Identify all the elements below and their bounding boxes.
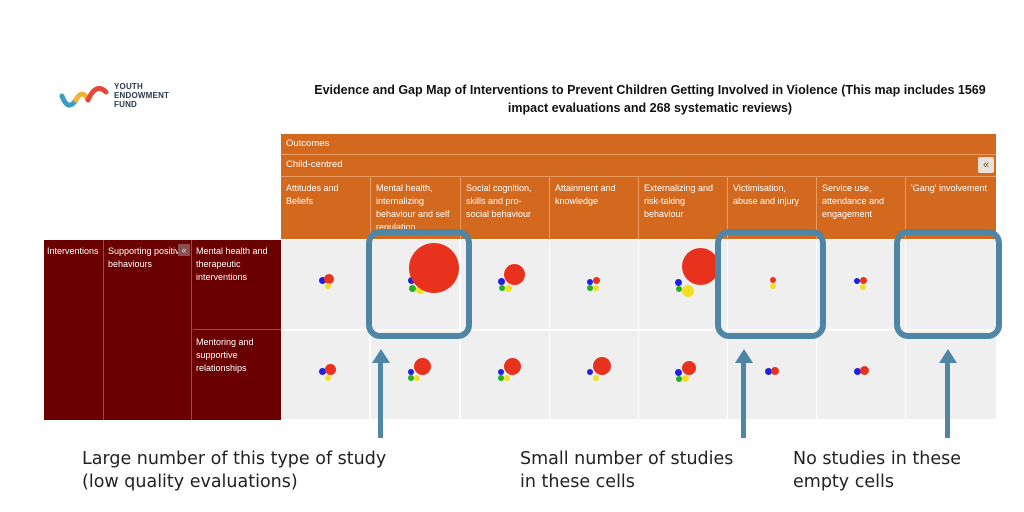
child-centred-label: Child-centred (286, 159, 343, 170)
logo-wordmark: YOUTH ENDOWMENT FUND (114, 82, 169, 109)
column-header-externalizing[interactable]: Externalizing and risk-taking behaviour (638, 177, 727, 239)
dot-yellow (505, 285, 512, 292)
dot-yellow (416, 286, 424, 294)
caption-small-studies: Small number of studies in these cells (520, 449, 734, 492)
yef-logo: YOUTH ENDOWMENT FUND (58, 78, 188, 122)
cell-r1-c7[interactable] (817, 240, 905, 329)
category-collapse-icon[interactable]: « (178, 244, 190, 256)
dot-green (676, 376, 682, 382)
cell-r1-c1[interactable] (281, 240, 369, 329)
arrow-shaft (741, 362, 746, 438)
callout-box-small-studies (715, 229, 826, 339)
cell-r1-c6[interactable] (728, 240, 816, 329)
cell-r1-c5[interactable] (639, 240, 727, 329)
dot-red (414, 358, 431, 375)
dot-blue (498, 278, 505, 285)
cell-r1-c8[interactable] (906, 240, 996, 329)
dot-blue (319, 277, 326, 284)
logo-mark (59, 85, 109, 108)
column-header-attainment[interactable]: Attainment and knowledge (549, 177, 638, 239)
dot-yellow (860, 284, 866, 290)
category-supporting-positive-behaviours[interactable]: Supporting positive behaviours (105, 240, 192, 420)
callout-box-no-studies (894, 229, 1002, 339)
dot-blue (587, 279, 593, 285)
dot-red (860, 366, 869, 375)
arrow-shaft (378, 362, 383, 438)
dot-yellow (593, 285, 599, 291)
dot-blue (854, 368, 861, 375)
cell-r2-c1[interactable] (281, 331, 369, 419)
cell-r2-c5[interactable] (639, 331, 727, 419)
map-title: Evidence and Gap Map of Interventions to… (314, 83, 986, 115)
dot-yellow (770, 283, 776, 289)
cell-r2-c2[interactable] (371, 331, 459, 419)
dot-green (587, 285, 593, 291)
collapse-icon[interactable]: « (978, 157, 994, 173)
dot-blue (408, 369, 414, 375)
dot-red (593, 357, 611, 375)
category-label: Supporting positive behaviours (108, 246, 185, 269)
dot-yellow (414, 375, 420, 381)
dot-red (771, 367, 779, 375)
dot-yellow (682, 375, 689, 382)
caption-large-studies: Large number of this type of study (low … (82, 449, 387, 492)
column-header-mental-health[interactable]: Mental health, internalizing behaviour a… (370, 177, 460, 239)
cell-r2-c3[interactable] (461, 331, 549, 419)
caption-no-studies: No studies in these empty cells (793, 449, 961, 492)
dot-green (409, 285, 416, 292)
cell-r2-c4[interactable] (550, 331, 638, 419)
dot-red (325, 364, 336, 375)
dot-red (504, 358, 521, 375)
cell-r2-c7[interactable] (817, 331, 905, 419)
interventions-label: Interventions (44, 240, 104, 420)
dot-red (860, 277, 867, 284)
dot-red (682, 248, 719, 285)
arrow-up-icon (372, 349, 390, 363)
outcomes-header: Outcomes (281, 134, 996, 155)
outcomes-label: Outcomes (286, 138, 330, 149)
column-header-service-use[interactable]: Service use, attendance and engagement (816, 177, 905, 239)
dot-blue (319, 368, 326, 375)
callout-box-large-studies (366, 229, 472, 339)
column-header-victimisation[interactable]: Victimisation, abuse and injury (727, 177, 816, 239)
arrow-shaft (945, 362, 950, 438)
dot-blue (675, 369, 682, 376)
row-label-mentoring[interactable]: Mentoring and supportive relationships (193, 331, 281, 420)
dot-blue (498, 369, 504, 375)
arrow-up-icon (735, 349, 753, 363)
dot-yellow (593, 375, 599, 381)
dot-green (498, 375, 504, 381)
dot-blue (854, 278, 860, 284)
dot-blue (765, 368, 772, 375)
arrow-up-icon (939, 349, 957, 363)
dot-red (770, 277, 776, 283)
cell-r2-c8[interactable] (906, 331, 996, 419)
column-header-attitudes[interactable]: Attitudes and Beliefs (281, 177, 370, 239)
dot-yellow (325, 375, 331, 381)
row-label-mental-health[interactable]: Mental health and therapeutic interventi… (193, 240, 281, 330)
column-header-gang[interactable]: 'Gang' involvement (905, 177, 996, 239)
dot-yellow (325, 283, 331, 289)
dot-yellow (682, 285, 694, 297)
column-header-social-cognition[interactable]: Social cognition, skills and pro-social … (460, 177, 549, 239)
dot-yellow (504, 375, 510, 381)
dot-red (593, 277, 600, 284)
dot-green (408, 375, 414, 381)
logo-line-3: FUND (114, 100, 138, 109)
logo-line-2: ENDOWMENT (114, 91, 170, 100)
dot-green (499, 285, 505, 291)
dot-red (682, 361, 696, 375)
dot-blue (587, 369, 593, 375)
dot-red (409, 243, 459, 293)
dot-red (504, 264, 525, 285)
cell-r1-c4[interactable] (550, 240, 638, 329)
cell-r1-c2[interactable] (371, 240, 459, 329)
cell-r1-c3[interactable] (461, 240, 549, 329)
child-centred-header: Child-centred « (281, 155, 996, 177)
dot-blue (675, 279, 682, 286)
dot-red (324, 274, 334, 284)
logo-line-1: YOUTH (114, 82, 143, 91)
dot-green (676, 286, 682, 292)
